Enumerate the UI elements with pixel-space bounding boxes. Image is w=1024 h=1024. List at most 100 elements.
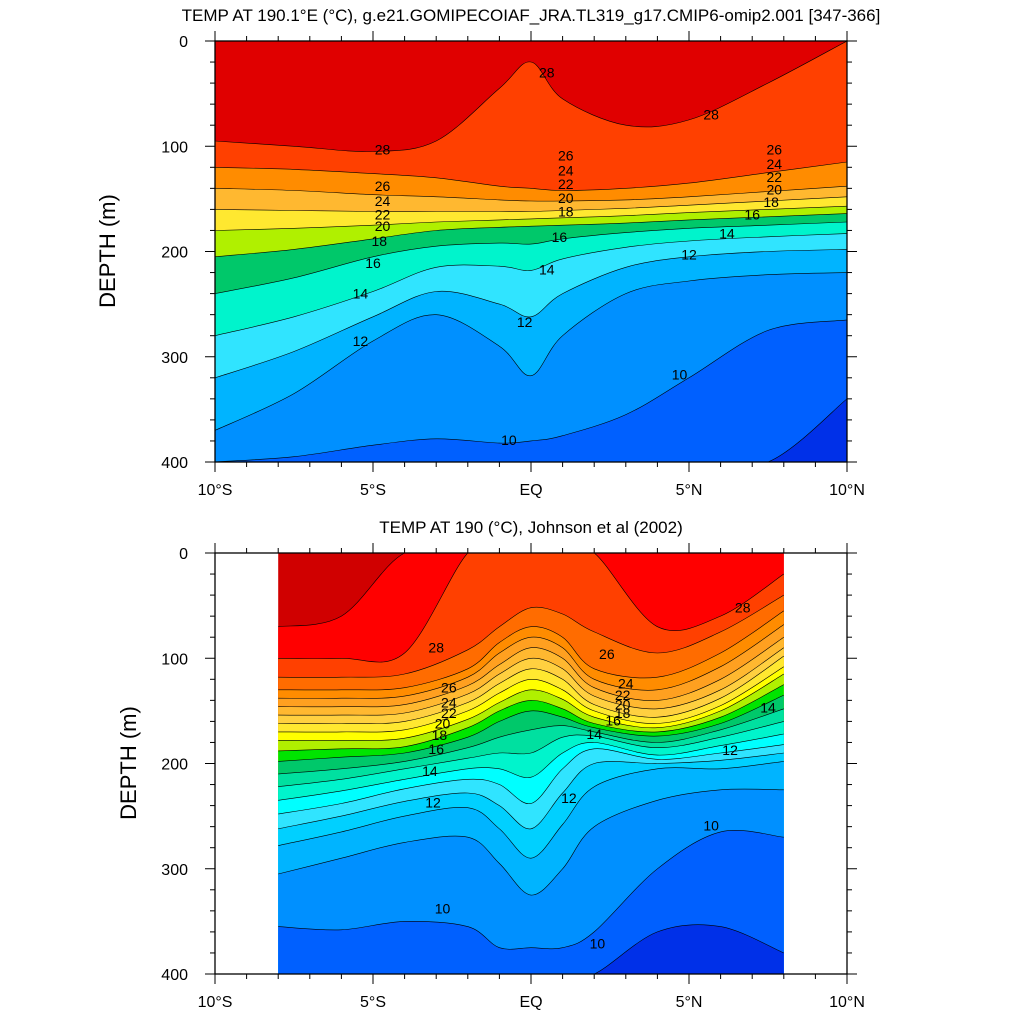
contour-label: 28: [428, 640, 444, 656]
contour-label: 20: [615, 697, 631, 713]
contour-label: 22: [615, 687, 631, 703]
contour-fill-8: [215, 398, 847, 462]
y-tick-label: 400: [161, 455, 188, 472]
isotherm-28: [215, 41, 847, 152]
x-tick-label: 5°S: [360, 482, 386, 499]
isotherm-24: [215, 185, 847, 202]
contour-label: 10: [672, 367, 688, 383]
x-tick-label: 5°S: [360, 994, 386, 1011]
contour-label: 14: [539, 261, 555, 277]
isotherm-25: [278, 624, 784, 699]
contour-label: 28: [703, 107, 719, 123]
isotherm-28: [278, 553, 784, 663]
y-tick-label: 0: [179, 546, 188, 563]
contour-label: 18: [432, 727, 448, 743]
x-tick-label: 10°S: [198, 994, 233, 1011]
contour-label: 16: [744, 207, 760, 223]
isotherm-17: [278, 708, 784, 775]
y-tick-label: 0: [179, 34, 188, 51]
x-tick-label: 5°N: [676, 994, 703, 1011]
panel-bottom-ylabel: DEPTH (m): [116, 706, 141, 820]
x-tick-label: 10°N: [829, 482, 865, 499]
contour-label: 18: [615, 705, 631, 721]
x-tick-label: EQ: [519, 482, 542, 499]
contour-label: 26: [558, 148, 574, 164]
y-tick-label: 100: [161, 139, 188, 156]
contour-label: 22: [441, 705, 457, 721]
isotherm-24: [278, 636, 784, 708]
contour-label: 14: [760, 700, 776, 716]
contour-label: 10: [435, 901, 451, 917]
contour-label: 18: [372, 233, 388, 249]
x-tick-label: EQ: [519, 994, 542, 1011]
contour-label: 12: [722, 742, 738, 758]
contour-label: 26: [599, 646, 615, 662]
contour-label: 26: [375, 178, 391, 194]
isotherm-12: [278, 761, 784, 859]
contour-label: 24: [618, 676, 634, 692]
panel-bottom-title: TEMP AT 190 (°C), Johnson et al (2002): [379, 518, 683, 537]
isotherm-19: [278, 684, 784, 752]
isotherm-14: [278, 744, 784, 815]
x-tick-label: 5°N: [676, 482, 703, 499]
isotherm-29: [278, 553, 784, 627]
isotherm-26: [278, 610, 784, 691]
contour-label: 16: [365, 255, 381, 271]
contour-label: 24: [375, 193, 391, 209]
contour-label: 20: [435, 716, 451, 732]
y-tick-label: 200: [161, 757, 188, 774]
panel-bottom-contour-labels: 2828262422201816141226242220181614121214…: [422, 600, 776, 952]
contour-label: 12: [517, 314, 533, 330]
isotherm-14: [215, 233, 847, 336]
contour-label: 22: [767, 169, 783, 185]
contour-label: 18: [763, 194, 779, 210]
y-tick-label: 300: [161, 350, 188, 367]
contour-label: 22: [558, 176, 574, 192]
contour-label: 28: [735, 600, 751, 616]
y-tick-label: 100: [161, 651, 188, 668]
isotherm-23: [278, 647, 784, 716]
isotherm-12: [215, 249, 847, 379]
panel-top-contours: [215, 41, 847, 462]
contour-label: 14: [353, 286, 369, 302]
contour-label: 16: [428, 741, 444, 757]
isotherm-10: [278, 830, 784, 950]
contour-fill-8: [278, 924, 784, 974]
contour-label: 12: [353, 333, 369, 349]
contour-label: 10: [590, 935, 606, 951]
contour-label: 14: [422, 763, 438, 779]
contour-label: 26: [767, 141, 783, 157]
isotherm-26: [215, 161, 847, 191]
contour-label: 12: [425, 794, 441, 810]
isotherm-21: [278, 666, 784, 733]
isotherm-27: [278, 594, 784, 678]
contour-label: 22: [375, 207, 391, 223]
contour-label: 12: [561, 790, 577, 806]
contour-label: 10: [703, 818, 719, 834]
panel-bottom-axes: 10°S 5°S EQ 5°N 10°N 0 100 200 300 400: [161, 543, 865, 1011]
contour-label: 16: [552, 229, 568, 245]
isotherm-15: [278, 733, 784, 801]
contour-label: 18: [558, 204, 574, 220]
isotherm-22: [215, 196, 847, 212]
contour-label: 20: [558, 190, 574, 206]
contour-label: 14: [586, 726, 602, 742]
contour-fill-9: [215, 319, 847, 462]
contour-label: 16: [605, 712, 621, 728]
isotherm-18: [278, 694, 784, 762]
contour-label: 28: [375, 141, 391, 157]
panel-top-title: TEMP AT 190.1°E (°C), g.e21.GOMIPECOIAF_…: [182, 6, 881, 25]
panel-top-ylabel: DEPTH (m): [95, 194, 120, 308]
x-tick-label: 10°S: [198, 482, 233, 499]
contour-label: 26: [441, 680, 457, 696]
isotherm-16: [215, 221, 847, 294]
isotherm-11: [215, 272, 847, 431]
contour-label: 20: [767, 181, 783, 197]
panel-bottom-contours: [278, 553, 784, 974]
contour-label: 14: [719, 226, 735, 242]
panel-top-axes: 10°S 5°S EQ 5°N 10°N 0 100 200 300 400: [161, 31, 865, 499]
isotherm-18: [215, 213, 847, 258]
y-tick-label: 400: [161, 967, 188, 984]
y-tick-label: 300: [161, 862, 188, 879]
